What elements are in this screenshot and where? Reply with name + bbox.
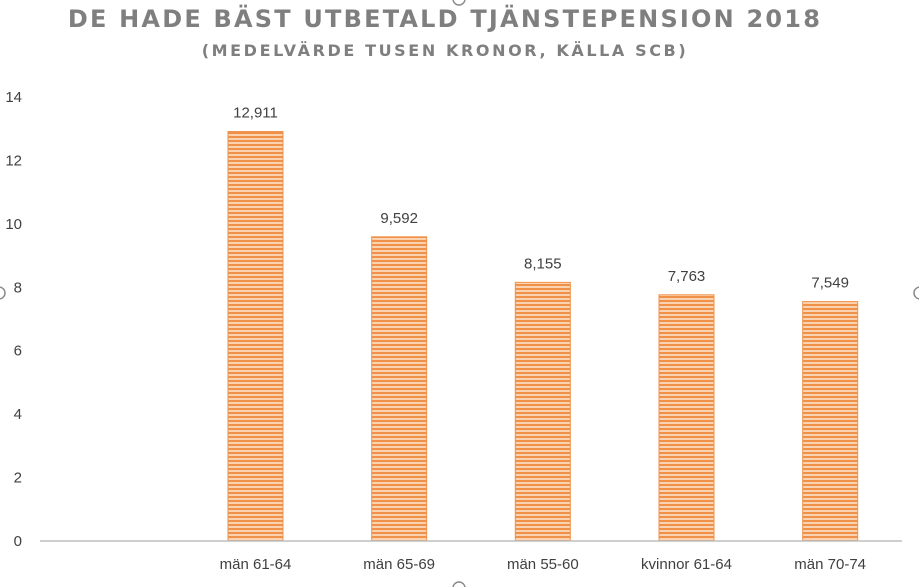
x-tick-label: kvinnor 61-64 — [641, 556, 732, 573]
resize-handle-left[interactable] — [0, 286, 6, 300]
chart-subtitle: (MEDELVÄRDE TUSEN KRONOR, KÄLLA SCB) — [202, 41, 689, 60]
data-label: 9,592 — [380, 210, 418, 227]
y-tick-label: 2 — [14, 470, 22, 487]
y-tick-label: 12 — [5, 152, 22, 169]
data-labels: 12,911 9,592 8,155 7,763 7,549 — [233, 105, 849, 292]
y-axis-ticks: 0 2 4 6 8 10 12 14 — [5, 89, 22, 550]
bar — [514, 281, 571, 542]
bar — [227, 131, 284, 542]
x-axis-labels: män 61-64 män 65-69 män 55-60 kvinnor 61-64… — [220, 556, 866, 573]
resize-handle-top[interactable] — [452, 0, 466, 6]
y-tick-label: 4 — [14, 406, 22, 423]
chart-title: DE HADE BÄST UTBETALD TJÄNSTEPENSION 201… — [68, 4, 822, 33]
x-tick-label: män 61-64 — [220, 556, 292, 573]
y-tick-label: 10 — [5, 216, 22, 233]
y-tick-label: 6 — [14, 343, 22, 360]
bar — [371, 236, 428, 542]
data-label: 12,911 — [233, 105, 278, 122]
y-tick-label: 14 — [5, 89, 22, 106]
data-label: 7,549 — [811, 275, 849, 292]
bar — [658, 294, 715, 542]
bar — [802, 301, 859, 542]
x-tick-label: män 55-60 — [507, 556, 579, 573]
resize-handle-bottom[interactable] — [452, 581, 466, 587]
bars — [227, 131, 859, 542]
x-tick-label: män 70-74 — [794, 556, 866, 573]
x-tick-label: män 65-69 — [363, 556, 435, 573]
y-tick-label: 8 — [14, 279, 22, 296]
resize-handle-right[interactable] — [913, 286, 919, 300]
data-label: 8,155 — [524, 255, 562, 272]
data-label: 7,763 — [668, 268, 706, 285]
y-tick-label: 0 — [14, 533, 22, 550]
